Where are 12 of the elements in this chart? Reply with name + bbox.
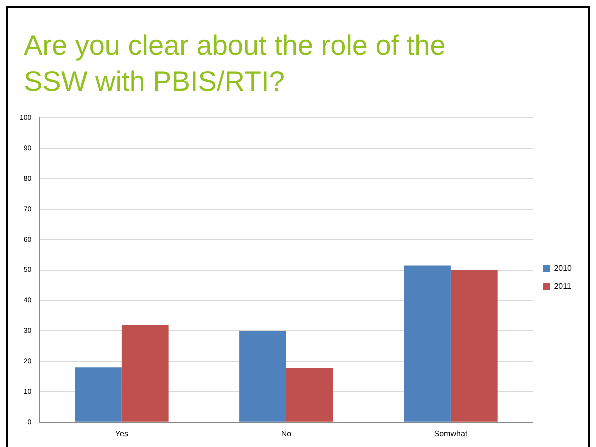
chart-title: Are you clear about the role of the SSW with PBIS/RTI?	[24, 29, 447, 99]
bar	[404, 266, 451, 422]
legend-label: 2010	[554, 264, 573, 274]
x-tick-label: No	[281, 429, 292, 438]
bar	[240, 331, 286, 422]
legend-label: 2011	[554, 282, 572, 292]
bar	[286, 368, 334, 422]
x-tick-label: Somwhat	[434, 429, 468, 438]
bar	[75, 368, 122, 422]
bar	[450, 270, 498, 422]
bar	[122, 325, 169, 422]
x-tick-label: Yes	[115, 429, 128, 438]
